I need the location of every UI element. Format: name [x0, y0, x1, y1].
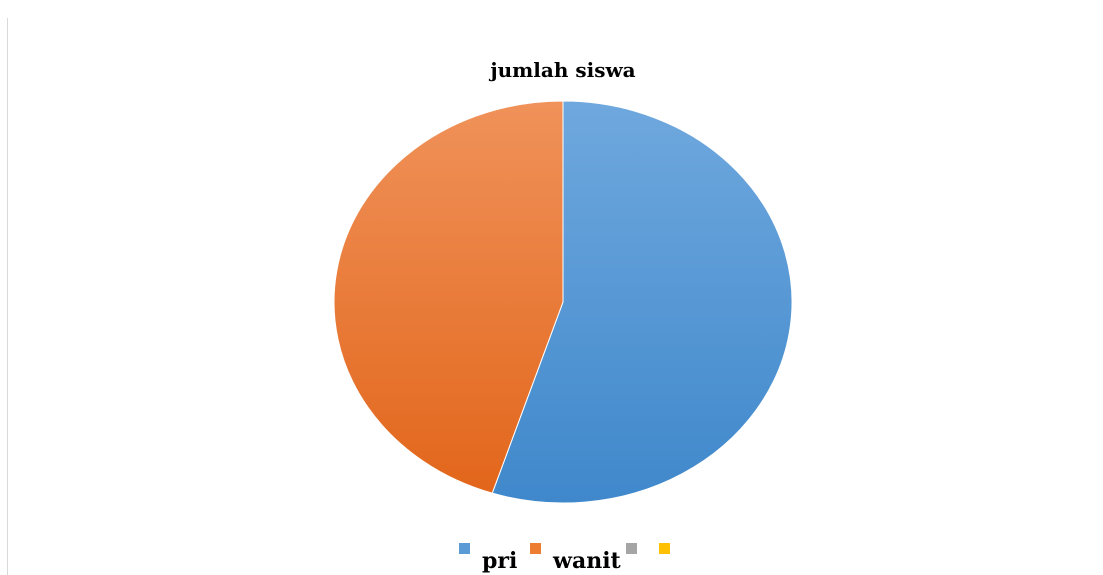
legend-swatch-2 [530, 543, 541, 554]
pie-slice-pri [491, 100, 793, 504]
page-border-line [7, 18, 8, 575]
legend-label-pri: pri [482, 548, 518, 574]
legend-label-wanit: wanit [553, 548, 621, 574]
legend-swatch-1 [459, 543, 470, 554]
pie-slices [333, 100, 793, 504]
legend-swatch-3 [626, 543, 637, 554]
legend-swatch-4 [659, 543, 670, 554]
pie-slice-wanit [333, 100, 564, 494]
chart-title: jumlah siswa [490, 58, 636, 82]
